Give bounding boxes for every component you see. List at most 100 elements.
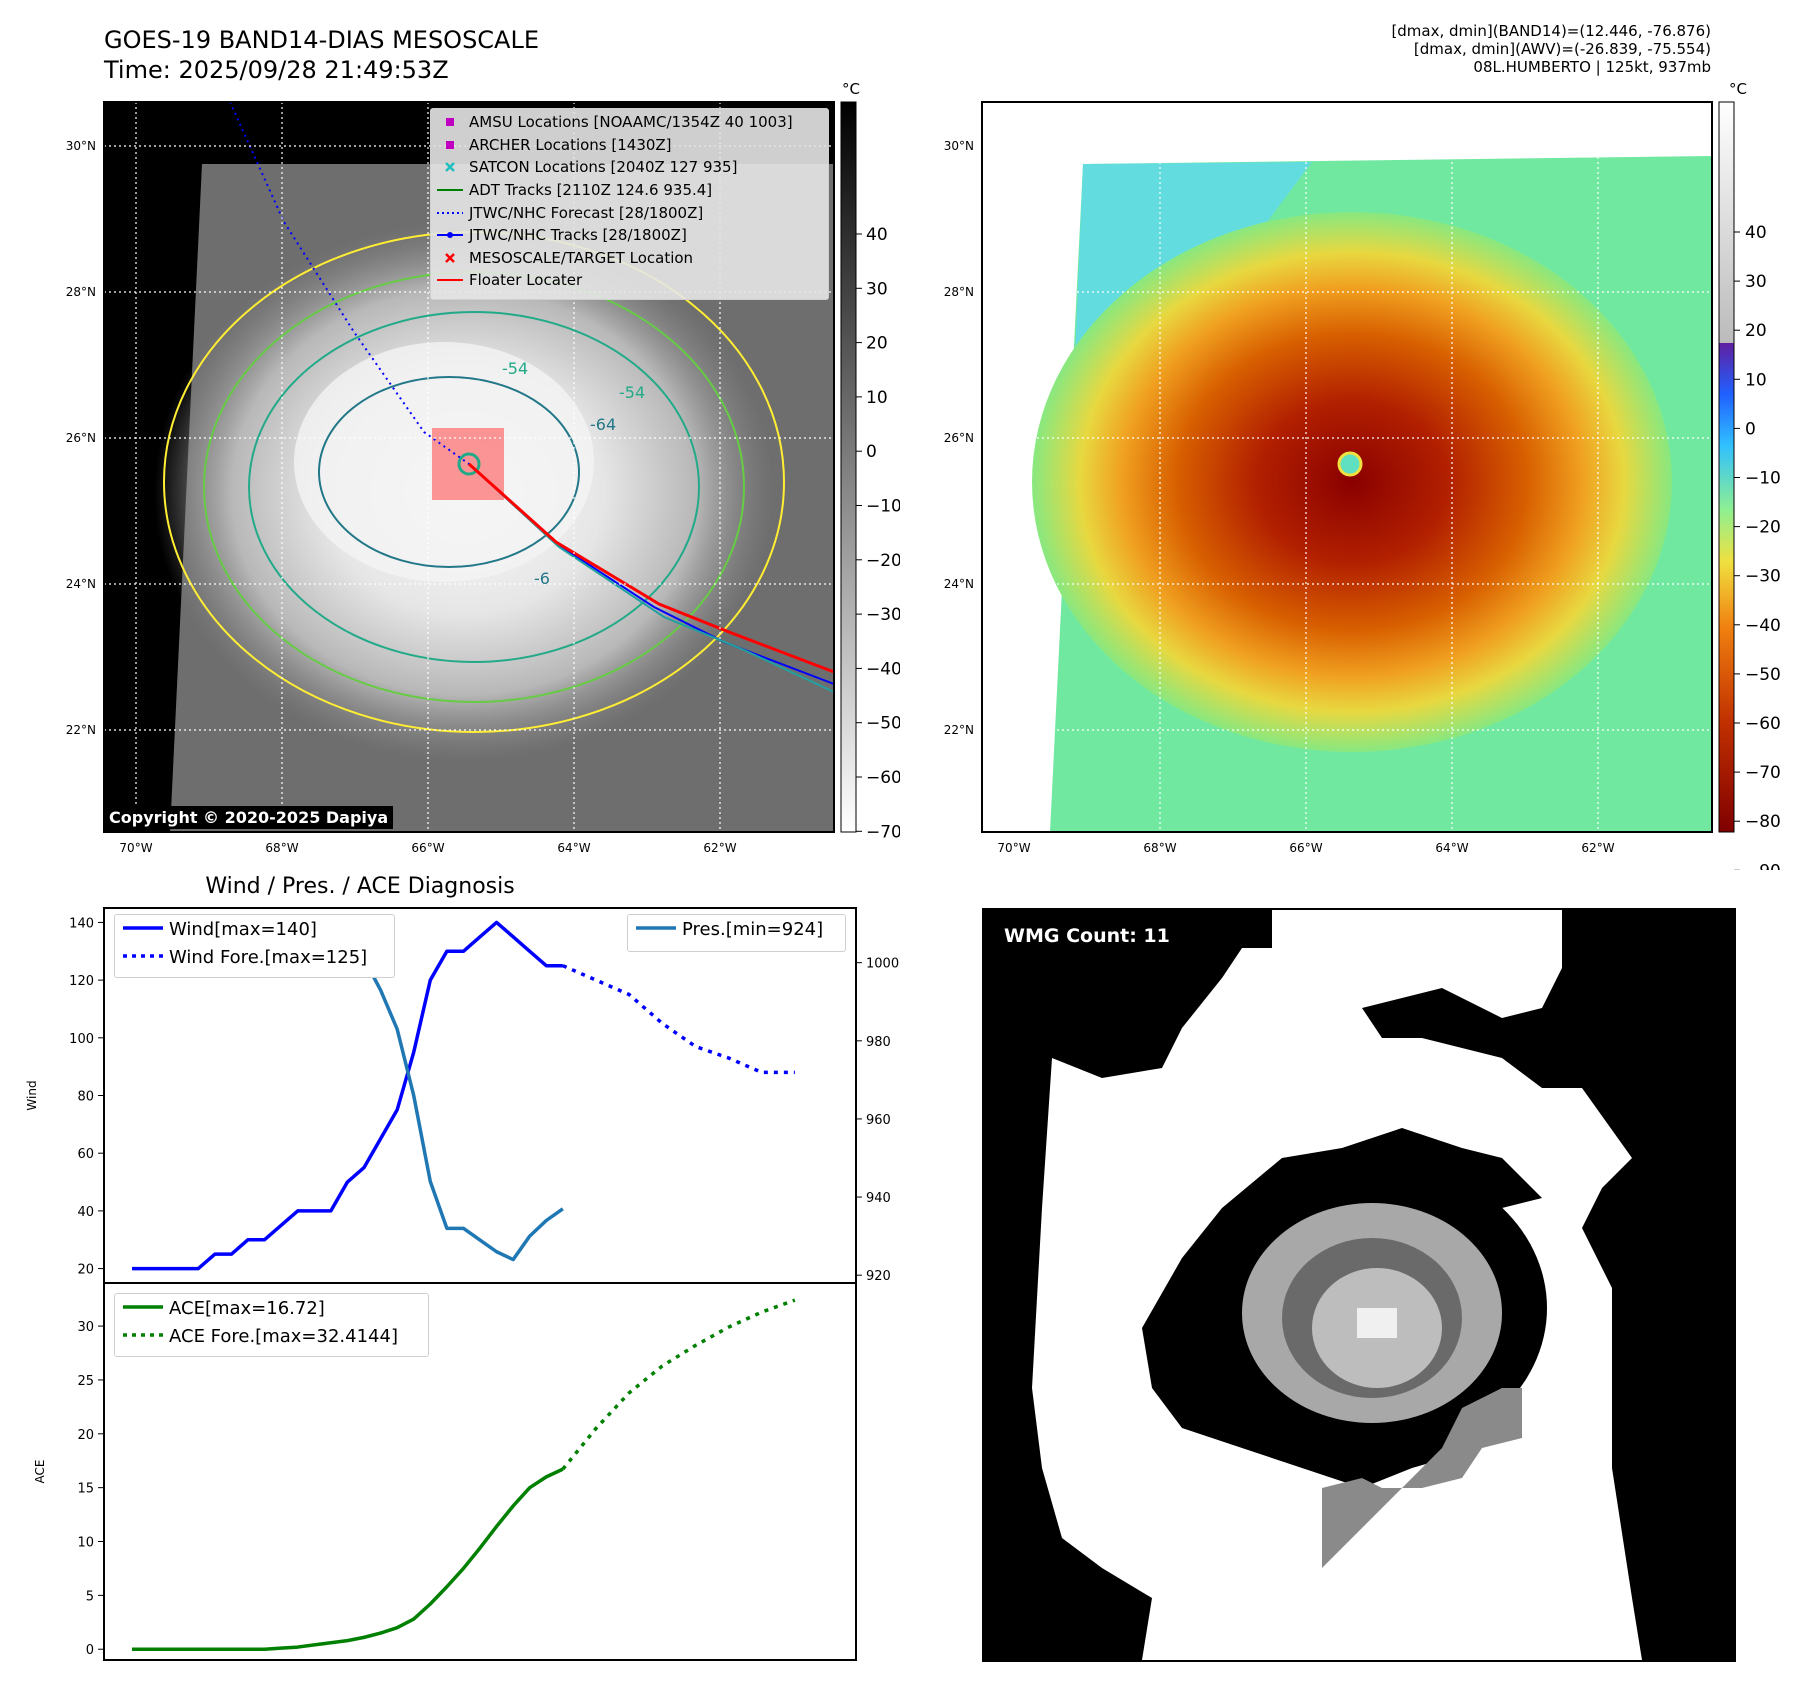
gray-colorbar-tick: 10 [866,388,888,408]
color-map-gridlines [982,102,1712,832]
color-colorbar-tick: −30 [1745,567,1781,587]
gray-colorbar-tick: 20 [866,334,888,354]
contour-teal [248,311,700,663]
storm-core-color [1032,212,1672,752]
svg-text:28°N: 28°N [944,285,974,299]
ace-legend: ACE[max=16.72] ACE Fore.[max=32.4144] [114,1293,429,1357]
wind-tick-label: 20 [77,1263,94,1278]
solid-line-icon [431,183,469,197]
forecast-track [229,101,470,465]
legend-item: SATCON Locations [2040Z 127 935] [431,156,828,179]
color-colorbar-tick: 40 [1745,223,1767,243]
legend-label: ACE Fore.[max=32.4144] [169,1325,398,1347]
wind-legend: Wind[max=140] Wind Fore.[max=125] [114,914,395,978]
svg-text:30°N: 30°N [66,139,96,153]
wind-tick-label: 120 [69,974,94,989]
svg-text:22°N: 22°N [66,723,96,737]
dotted-line-icon [121,947,169,968]
svg-text:66°W: 66°W [411,841,444,855]
figure-title-line2: Time: 2025/09/28 21:49:53Z [104,56,449,84]
color-colorbar-tick: −60 [1745,714,1781,734]
svg-text:24°N: 24°N [66,577,96,591]
gray-colorbar-tick: −30 [866,605,900,625]
eye-contour [457,452,481,476]
solid-line-icon [121,1298,169,1319]
ace-tick-label: 20 [77,1428,94,1443]
diagnosis-title: Wind / Pres. / ACE Diagnosis [205,874,514,899]
wind-tick-label: 60 [77,1147,94,1162]
ace-tick-label: 5 [86,1589,94,1604]
pressure-tick-label: 960 [866,1113,891,1128]
solid-line-icon [431,273,469,287]
series-ace-max-16-72 [132,1467,564,1651]
pressure-legend: Pres.[min=924] [627,914,846,952]
ace-tick-label: 0 [86,1643,94,1658]
ace-tick-label: 30 [77,1320,94,1335]
svg-text:70°W: 70°W [997,841,1030,855]
legend-item: JTWC/NHC Tracks [28/1800Z] [431,224,828,247]
svg-text:68°W: 68°W [265,841,298,855]
color-colorbar-tick: −70 [1745,763,1781,783]
wmg-count-label: WMG Count: 11 [1004,925,1170,947]
legend-item: ACE[max=16.72] [115,1294,428,1322]
dot-line-icon [431,228,469,242]
gray-colorbar-tick: 0 [866,442,877,462]
ace-panel-frame [103,1282,857,1661]
legend-label: Pres.[min=924] [682,918,824,940]
wmg-gray-band [1322,1388,1522,1578]
dotted-line-icon [121,1326,169,1347]
legend-item: Wind[max=140] [115,915,394,943]
ace-tick-label: 15 [77,1482,94,1497]
contour-label: -64 [590,415,616,434]
color-colorbar-tick: −20 [1745,518,1781,538]
ace-tick-label: 10 [77,1536,94,1551]
legend-label: Wind[max=140] [169,918,317,940]
svg-text:64°W: 64°W [1435,841,1468,855]
legend-item: Wind Fore.[max=125] [115,943,394,971]
legend-label: SATCON Locations [2040Z 127 935] [469,158,738,177]
legend-label: Wind Fore.[max=125] [169,946,368,968]
svg-text:28°N: 28°N [66,285,96,299]
map-lon-labels: 70°W 68°W 66°W 64°W 62°W [119,841,736,855]
color-colorbar-tick: −10 [1745,469,1781,489]
series-ace-fore-max-32-4144 [561,1298,796,1471]
wind-tick-label: 100 [69,1032,94,1047]
solid-line-icon [121,919,169,940]
pressure-tick-label: 940 [866,1191,891,1206]
wind-tick-label: 80 [77,1090,94,1105]
gray-colorbar-tick: −40 [866,659,900,679]
map-lat-labels: 30°N 28°N 26°N 24°N 22°N [66,139,96,737]
gray-colorbar-tick: 30 [866,279,888,299]
svg-text:62°W: 62°W [703,841,736,855]
svg-text:66°W: 66°W [1289,841,1322,855]
solid-line-icon [634,919,682,940]
legend-item: Floater Locater [431,269,828,292]
floater-track [467,462,835,674]
wind-tick-label: 140 [69,916,94,931]
diagnosis-chart: Wind / Pres. / ACE Diagnosis204060801001… [25,874,899,1661]
gray-colorbar-tick: 40 [866,225,888,245]
svg-text:22°N: 22°N [944,723,974,737]
svg-text:68°W: 68°W [1143,841,1176,855]
color-colorbar-tick: −80 [1745,812,1781,832]
svg-text:62°W: 62°W [1581,841,1614,855]
legend-item: Pres.[min=924] [628,915,845,943]
legend-item: ARCHER Locations [1430Z] [431,134,828,157]
series-wind-max-140 [132,920,563,1271]
ace-axis-label: ACE [33,1460,47,1484]
color-colorbar [1718,101,1735,833]
map-legend: AMSU Locations [NOAAMC/1354Z 40 1003] ARC… [430,108,829,300]
x-marker-icon [431,160,469,174]
legend-label: ADT Tracks [2110Z 124.6 935.4] [469,181,713,200]
svg-text:26°N: 26°N [944,431,974,445]
color-colorbar-tick: 30 [1745,272,1767,292]
legend-item: AMSU Locations [NOAAMC/1354Z 40 1003] [431,111,828,134]
info-band14-range: [dmax, dmin](BAND14)=(12.446, -76.876) [1391,22,1711,40]
svg-text:26°N: 26°N [66,431,96,445]
legend-label: AMSU Locations [NOAAMC/1354Z 40 1003] [469,113,793,132]
wind-tick-label: 40 [77,1205,94,1220]
legend-item: ACE Fore.[max=32.4144] [115,1322,428,1350]
color-colorbar-tick: 10 [1745,370,1767,390]
info-storm: 08L.HUMBERTO | 125kt, 937mb [1473,58,1711,76]
